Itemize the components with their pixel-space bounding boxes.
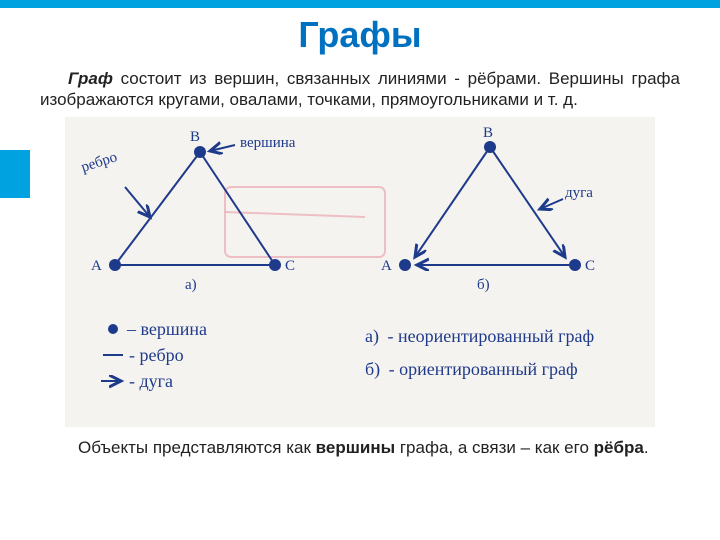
graph-a-label: а): [185, 277, 197, 293]
edge-annotation: ребро: [79, 149, 119, 176]
pink-line: [225, 212, 365, 217]
node-label-A-b: А: [381, 258, 392, 274]
outro-t3: .: [644, 438, 649, 457]
node-label-A-a: А: [91, 258, 102, 274]
node-label-B-a: В: [190, 129, 200, 145]
intro-rest: состоит из вершин, связанных линиями - р…: [40, 69, 680, 109]
node-label-C-a: С: [285, 258, 295, 274]
side-stripe: [0, 150, 30, 198]
legend-a-text: - неориентированный граф: [387, 326, 594, 346]
outro-b1: вершины: [316, 438, 395, 457]
legend-b-key: б): [365, 359, 380, 380]
legend-a-key: а): [365, 326, 379, 347]
legend-b-text: - ориентированный граф: [389, 359, 578, 379]
vertex-annotation: вершина: [240, 135, 296, 151]
legend-right: а) - неориентированный граф б) - ориенти…: [365, 326, 594, 380]
legend-edge: - ребро: [129, 345, 184, 365]
outro-paragraph: Объекты представляются как вершины графа…: [50, 437, 670, 458]
diagram-photo: А В С а) ребро вершина А В: [65, 117, 655, 427]
arc-annotation: дуга: [565, 185, 593, 201]
svg-text:а) - неориентированный: а) - неориентированный граф: [365, 326, 594, 347]
graph-diagram: А В С а) ребро вершина А В: [65, 117, 655, 427]
graph-a: А В С а) ребро вершина: [79, 129, 295, 293]
graph-b: А В С б) дуга: [381, 125, 595, 293]
header-stripe: [0, 0, 720, 8]
pink-smudge: [225, 187, 385, 257]
intro-paragraph: Граф состоит из вершин, связанных линиям…: [40, 68, 680, 111]
node-label-C-b: С: [585, 258, 595, 274]
term-graph: Граф: [68, 69, 113, 88]
page-title: Графы: [0, 0, 720, 56]
outro-t1: Объекты представляются как: [78, 438, 316, 457]
legend-vertex: – вершина: [126, 319, 207, 339]
outro-b2: рёбра: [594, 438, 644, 457]
node-label-B-b: В: [483, 125, 493, 141]
graph-b-label: б): [477, 277, 490, 293]
outro-t2: графа, а связи – как его: [395, 438, 594, 457]
legend-left: – вершина - ребро - дуга: [101, 319, 207, 391]
legend-arc: - дуга: [129, 371, 173, 391]
svg-text:б) - ориентированный г: б) - ориентированный граф: [365, 359, 578, 380]
